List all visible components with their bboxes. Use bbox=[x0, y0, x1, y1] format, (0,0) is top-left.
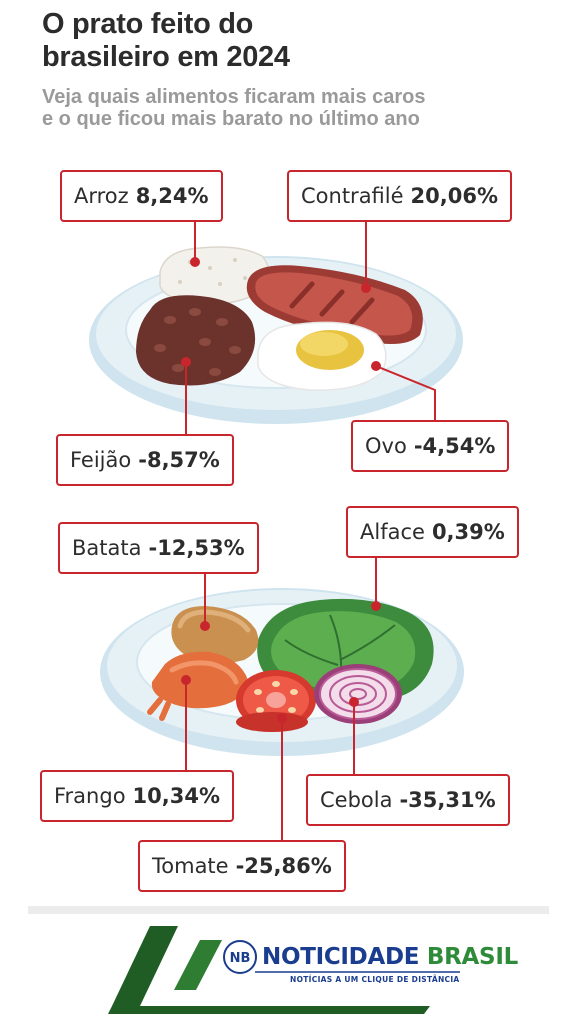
price-change: -8,57% bbox=[138, 448, 220, 472]
label-feijao: Feijão -8,57% bbox=[56, 434, 234, 486]
price-change: -12,53% bbox=[148, 536, 245, 560]
price-change: 20,06% bbox=[410, 184, 499, 208]
tomato-illustration bbox=[236, 670, 316, 732]
food-name: Cebola bbox=[320, 788, 393, 812]
chicken-illustration bbox=[147, 651, 248, 721]
logo-tagline: NOTÍCIAS A UM CLIQUE DE DISTÂNCIA bbox=[290, 975, 460, 984]
price-change: -35,31% bbox=[399, 788, 496, 812]
logo-name-part2: BRASIL bbox=[426, 944, 518, 970]
price-change: 10,34% bbox=[132, 784, 221, 808]
logo-monogram: NB bbox=[223, 940, 257, 974]
food-name: Alface bbox=[360, 520, 425, 544]
price-change: -25,86% bbox=[235, 854, 332, 878]
footer-divider bbox=[28, 906, 549, 914]
steak-illustration bbox=[246, 265, 423, 344]
label-ovo: Ovo -4,54% bbox=[351, 420, 510, 472]
title-line-1: O prato feito do bbox=[42, 8, 254, 40]
food-name: Feijão bbox=[70, 448, 132, 472]
price-change: -4,54% bbox=[413, 434, 496, 458]
onion-illustration bbox=[314, 664, 402, 724]
page-subtitle: Veja quais alimentos ficaram mais caros … bbox=[42, 86, 542, 130]
egg-illustration bbox=[257, 321, 387, 391]
food-name: Contrafilé bbox=[301, 184, 404, 208]
label-cebola: Cebola -35,31% bbox=[306, 774, 510, 826]
logo-mark bbox=[108, 926, 460, 1014]
leader-dots bbox=[181, 257, 381, 723]
price-change: 8,24% bbox=[135, 184, 209, 208]
food-name: Arroz bbox=[74, 184, 129, 208]
price-change: 0,39% bbox=[431, 520, 505, 544]
subtitle-line-2: e o que ficou mais barato no último ano bbox=[42, 108, 420, 130]
logo-name-part1: NOTICIDADE bbox=[262, 944, 420, 970]
page-title: O prato feito do brasileiro em 2024 bbox=[42, 8, 542, 74]
title-line-2: brasileiro em 2024 bbox=[42, 41, 290, 73]
beans-illustration bbox=[136, 295, 256, 386]
logo-wordmark: NOTICIDADE BRASIL bbox=[262, 944, 518, 970]
leader-lines bbox=[185, 220, 436, 842]
label-tomate: Tomate -25,86% bbox=[138, 840, 346, 892]
logo-monogram-text: NB bbox=[230, 951, 251, 966]
food-name: Frango bbox=[54, 784, 126, 808]
subtitle-line-1: Veja quais alimentos ficaram mais caros bbox=[42, 86, 426, 108]
label-arroz: Arroz 8,24% bbox=[60, 170, 223, 222]
label-alface: Alface 0,39% bbox=[346, 506, 519, 558]
label-contrafile: Contrafilé 20,06% bbox=[287, 170, 513, 222]
food-name: Ovo bbox=[365, 434, 407, 458]
food-name: Batata bbox=[72, 536, 142, 560]
label-batata: Batata -12,53% bbox=[58, 522, 259, 574]
label-frango: Frango 10,34% bbox=[40, 770, 235, 822]
food-name: Tomate bbox=[152, 854, 229, 878]
